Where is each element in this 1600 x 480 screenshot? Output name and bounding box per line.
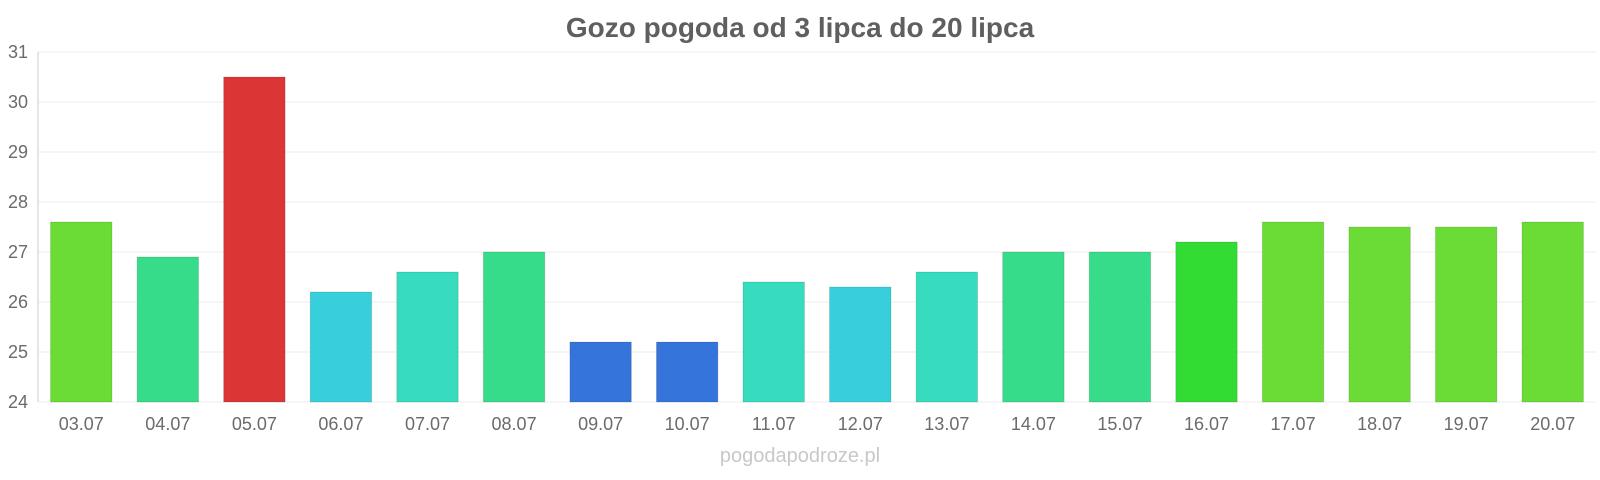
- bar-14.07: [1002, 251, 1065, 403]
- x-tick-label: 09.07: [578, 414, 623, 434]
- y-tick-label: 26: [8, 292, 28, 312]
- bar-20.07: [1521, 221, 1584, 403]
- x-tick-label: 14.07: [1011, 414, 1056, 434]
- x-tick-label: 19.07: [1444, 414, 1489, 434]
- x-tick-label: 17.07: [1271, 414, 1316, 434]
- chart-title: Gozo pogoda od 3 lipca do 20 lipca: [566, 12, 1035, 43]
- bars: [50, 76, 1584, 403]
- bar-12.07: [829, 286, 892, 403]
- x-tick-label: 18.07: [1357, 414, 1402, 434]
- bar-18.07: [1348, 226, 1411, 403]
- x-tick-label: 05.07: [232, 414, 277, 434]
- watermark: pogodapodroze.pl: [720, 445, 880, 467]
- bar-05.07: [223, 76, 286, 403]
- x-tick-label: 10.07: [665, 414, 710, 434]
- x-tick-label: 06.07: [318, 414, 363, 434]
- y-tick-label: 25: [8, 342, 28, 362]
- x-tick-label: 12.07: [838, 414, 883, 434]
- bar-13.07: [915, 271, 979, 403]
- bar-07.07: [396, 271, 459, 403]
- grid-lines: [38, 51, 1596, 403]
- x-tick-label: 13.07: [924, 414, 969, 434]
- y-axis-ticks: 24 25 26 27 28 29 30 31: [8, 42, 28, 412]
- bar-11.07: [742, 281, 805, 403]
- x-tick-label: 15.07: [1097, 414, 1142, 434]
- x-tick-label: 07.07: [405, 414, 450, 434]
- x-tick-label: 03.07: [59, 414, 104, 434]
- y-tick-label: 31: [8, 42, 28, 62]
- bar-06.07: [309, 291, 373, 403]
- x-tick-label: 04.07: [145, 414, 190, 434]
- bar-15.07: [1088, 251, 1152, 403]
- bar-03.07: [50, 221, 113, 403]
- bar-19.07: [1434, 226, 1498, 403]
- y-tick-label: 29: [8, 142, 28, 162]
- y-tick-label: 27: [8, 242, 28, 262]
- bar-04.07: [136, 256, 200, 403]
- x-tick-label: 16.07: [1184, 414, 1229, 434]
- y-tick-label: 28: [8, 192, 28, 212]
- x-tick-label: 20.07: [1530, 414, 1575, 434]
- bar-16.07: [1175, 241, 1238, 403]
- x-tick-label: 08.07: [492, 414, 537, 434]
- bar-08.07: [482, 251, 546, 403]
- bar-10.07: [655, 341, 719, 403]
- bar-09.07: [569, 341, 632, 403]
- x-axis-ticks: 03.07 04.07 05.07 06.07 07.07 08.07 09.07 10.07…: [59, 414, 1575, 434]
- y-tick-label: 30: [8, 92, 28, 112]
- x-tick-label: 11.07: [752, 414, 796, 434]
- bar-17.07: [1261, 221, 1325, 403]
- y-tick-label: 24: [8, 392, 28, 412]
